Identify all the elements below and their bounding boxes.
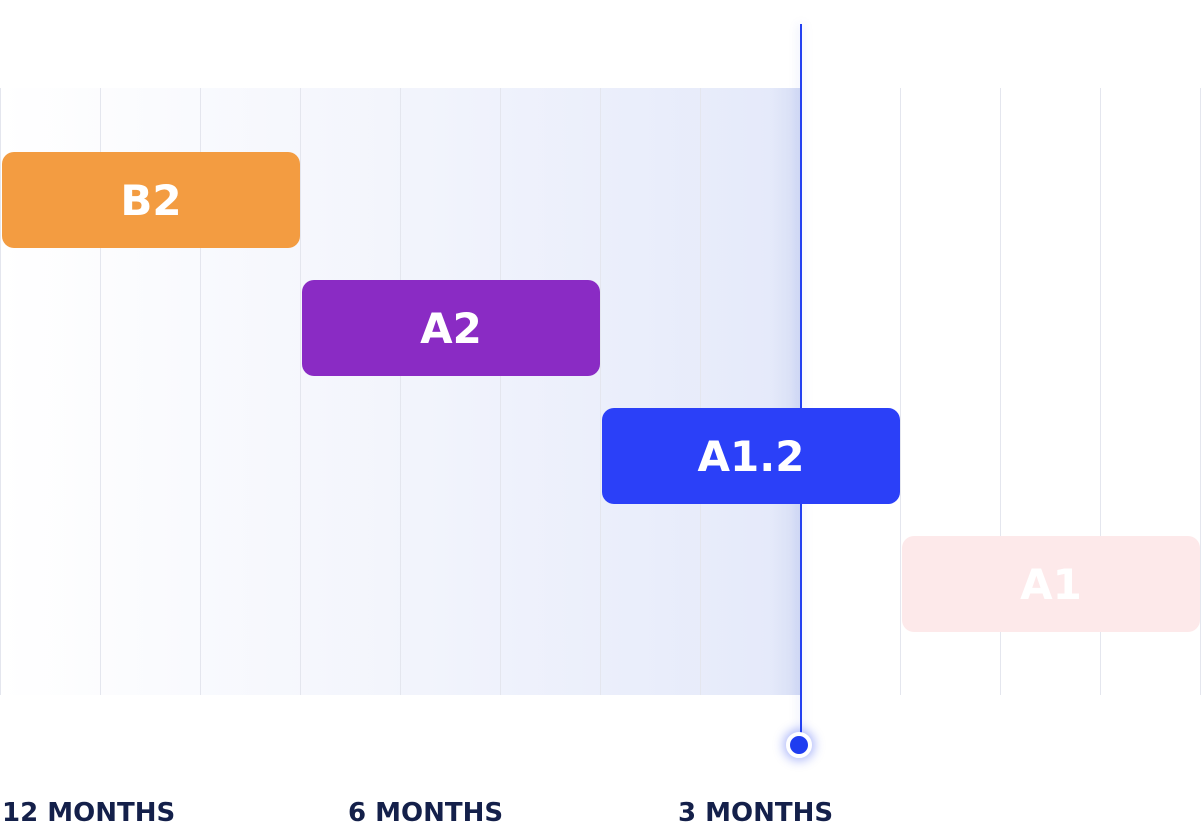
axis-label-6-months: 6 MONTHS — [348, 798, 504, 828]
axis-label-12-months: 12 MONTHS — [2, 798, 176, 828]
gridline — [1000, 88, 1001, 695]
gridline — [1100, 88, 1101, 695]
gridline — [600, 88, 601, 695]
gridline — [400, 88, 401, 695]
gridline — [900, 88, 901, 695]
bar-a2: A2 — [302, 280, 600, 376]
gridline — [300, 88, 301, 695]
current-time-line — [800, 24, 802, 746]
bar-a1-2: A1.2 — [602, 408, 900, 504]
gridline — [0, 88, 1, 695]
gridline — [500, 88, 501, 695]
gridline — [1200, 88, 1201, 695]
current-time-marker — [786, 732, 812, 758]
axis-label-3-months: 3 MONTHS — [678, 798, 834, 828]
gridline — [100, 88, 101, 695]
gridline — [700, 88, 701, 695]
bar-a1: A1 — [902, 536, 1200, 632]
bar-b2: B2 — [2, 152, 300, 248]
gridline — [200, 88, 201, 695]
